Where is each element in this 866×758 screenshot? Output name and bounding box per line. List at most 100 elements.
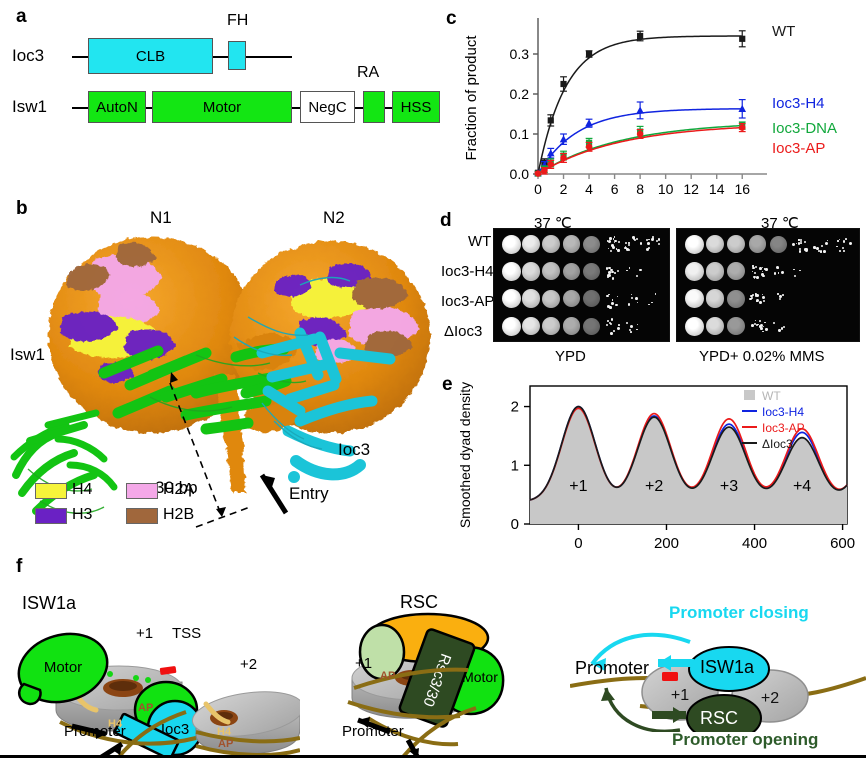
colony-speck (610, 250, 612, 252)
colony-speck (759, 320, 761, 322)
legend-swatch-h2b (126, 508, 158, 524)
panel-letter-f: f (16, 556, 22, 578)
panel-letter-d: d (440, 210, 452, 232)
colony-spot (583, 263, 600, 280)
panel-letter-b: b (16, 198, 28, 220)
colony-speck (762, 271, 763, 272)
colony-speck (843, 240, 845, 242)
domain-ra (363, 91, 385, 123)
f-left-promoter-label: Promoter (64, 723, 126, 740)
svg-text:+3: +3 (720, 478, 738, 495)
colony-speck (625, 242, 627, 244)
colony-spot (583, 290, 600, 307)
colony-spot (727, 235, 745, 253)
f-left-tss-label: TSS (172, 625, 201, 642)
colony-spot (502, 289, 521, 308)
colony-speck (629, 267, 631, 269)
colony-speck (612, 277, 614, 279)
f-right-rsc-label: RSC (700, 708, 738, 729)
legend-swatch-h4 (35, 483, 67, 499)
colony-speck (751, 324, 754, 327)
legend-label-h2b: H2B (163, 506, 194, 524)
colony-spot (542, 262, 560, 280)
colony-spot (542, 235, 560, 253)
svg-text:12: 12 (683, 181, 699, 197)
colony-speck (637, 302, 638, 303)
colony-speck (837, 240, 838, 241)
colony-speck (821, 245, 823, 247)
svg-text:+1: +1 (671, 687, 689, 704)
strain-label-wt: WT (468, 233, 491, 250)
svg-text:16: 16 (734, 181, 750, 197)
colony-speck (845, 238, 847, 240)
domain-auton: AutoN (88, 91, 146, 123)
colony-spot (583, 318, 600, 335)
colony-speck (608, 267, 610, 269)
svg-text:2: 2 (560, 181, 568, 197)
colony-speck (626, 270, 628, 272)
colony-speck (656, 240, 658, 242)
colony-speck (611, 318, 614, 321)
colony-spot (542, 290, 560, 308)
colony-speck (778, 329, 780, 331)
svg-text:2: 2 (511, 399, 519, 416)
colony-speck (647, 242, 650, 245)
svg-text:Ioc3-AP: Ioc3-AP (762, 421, 805, 435)
colony-speck (762, 331, 764, 333)
f-left-nuc-plus1: +1 (136, 625, 153, 642)
strain-label-ioc3-ap: Ioc3-AP (441, 293, 494, 310)
colony-speck (607, 320, 609, 322)
colony-speck (774, 272, 777, 275)
colony-speck (617, 327, 620, 330)
colony-spot (502, 262, 521, 281)
colony-speck (609, 237, 612, 240)
colony-spot (727, 290, 745, 308)
panel-c-kinetics-chart: 0.0 0.1 0.2 0.3 0 2 4 6 8 10 12 14 16 Time (min) Fract… (450, 4, 866, 204)
domain-callout-fh: FH (227, 12, 248, 30)
svg-text:Fraction of product: Fraction of product (463, 35, 480, 161)
colony-spot (563, 263, 581, 281)
svg-text:200: 200 (654, 535, 679, 552)
colony-speck (800, 241, 802, 243)
panel-c-legend-ioc3-ap: Ioc3-AP (772, 140, 825, 157)
colony-spot (706, 289, 725, 308)
colony-speck (792, 243, 795, 246)
strain-label-delta-ioc3: ΔIoc3 (444, 323, 482, 340)
colony-speck (779, 298, 781, 300)
colony-speck (799, 270, 800, 271)
svg-text:1: 1 (511, 457, 519, 474)
colony-speck (777, 293, 779, 295)
colony-speck (609, 306, 612, 309)
domain-negc: NegC (300, 91, 355, 123)
colony-speck (755, 320, 757, 322)
panel-b-label-ioc3: Ioc3 (338, 440, 370, 460)
colony-speck (611, 302, 614, 305)
colony-speck (823, 250, 826, 253)
colony-speck (648, 239, 650, 241)
colony-speck (755, 266, 757, 268)
colony-speck (618, 324, 620, 326)
panel-b-entry-label: Entry (289, 484, 329, 504)
f-right-isw1a-label: ISW1a (700, 657, 754, 678)
colony-speck (651, 302, 652, 303)
svg-text:0.3: 0.3 (510, 46, 530, 62)
colony-speck (626, 322, 628, 324)
colony-speck (799, 248, 801, 250)
svg-text:4: 4 (585, 181, 593, 197)
colony-speck (762, 296, 765, 299)
panel-b-label-isw1: Isw1 (10, 345, 45, 365)
colony-speck (752, 267, 754, 269)
legend-swatch-h2a (126, 483, 158, 499)
colony-spot (522, 235, 541, 254)
colony-spot (706, 235, 725, 254)
svg-text:0.0: 0.0 (510, 166, 530, 182)
f-left-h4-label-2: H4 (217, 726, 231, 738)
colony-speck (773, 322, 776, 325)
colony-speck (606, 324, 608, 326)
colony-speck (805, 248, 808, 251)
figure-root: a Ioc3 CLB FH Isw1 AutoN Motor NegC HSS … (0, 0, 866, 758)
colony-speck (646, 248, 649, 251)
colony-speck (794, 275, 796, 277)
svg-text:WT: WT (762, 389, 781, 403)
colony-speck (640, 242, 643, 245)
